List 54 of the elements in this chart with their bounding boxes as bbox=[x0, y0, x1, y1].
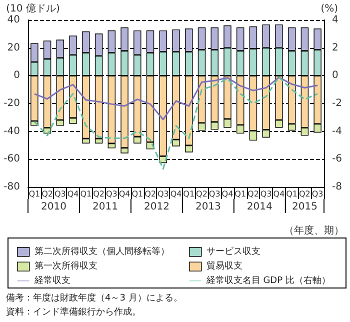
x-tick-label: Q4 bbox=[273, 190, 285, 198]
y-tick-label: 40 bbox=[7, 14, 20, 26]
legend-label: 経常収支 bbox=[33, 274, 70, 286]
x-tick-label: Q1 bbox=[80, 190, 92, 198]
y-tick-label: -40 bbox=[4, 126, 20, 137]
x-tick-label: Q1 bbox=[28, 190, 40, 198]
y-axis-title: (10 億ドル) bbox=[6, 2, 60, 14]
x-tick-label: Q3 bbox=[312, 190, 324, 198]
y2-axis-title: (%) bbox=[320, 4, 338, 14]
x-axis-title: （年度、期） bbox=[284, 224, 344, 236]
x-tick-label: Q4 bbox=[222, 190, 234, 198]
x-tick-label: Q4 bbox=[118, 190, 130, 198]
x-tick-label: Q2 bbox=[196, 190, 208, 198]
text: 2011 bbox=[92, 202, 118, 212]
text: 備考：年度は財政年度（4～3 月）による。 bbox=[6, 292, 182, 304]
x-tick-label: Q1 bbox=[286, 190, 298, 198]
x-tick-label: Q1 bbox=[183, 190, 195, 198]
x-tick-label: Q4 bbox=[170, 190, 182, 198]
x-tick-label: Q3 bbox=[208, 190, 220, 198]
text: 2012 bbox=[144, 202, 170, 212]
text: 2013 bbox=[195, 202, 221, 212]
y2-tick-label: -6 bbox=[332, 154, 342, 165]
legend-label: サービス収支 bbox=[206, 246, 260, 257]
x-tick-label: Q2 bbox=[144, 190, 156, 198]
x-tick-label: Q3 bbox=[260, 190, 272, 198]
y-tick-label: -20 bbox=[4, 98, 20, 109]
x-tick-label: Q3 bbox=[157, 190, 169, 198]
text: 資料：インド準備銀行から作成。 bbox=[6, 306, 141, 318]
text: 2015 bbox=[292, 202, 318, 212]
legend-label: 第二次所得収支（個人間移転等） bbox=[34, 246, 170, 257]
x-tick-label: Q1 bbox=[132, 190, 144, 198]
y2-tick-label: -2 bbox=[332, 98, 342, 109]
text: 2010 bbox=[41, 202, 66, 212]
y2-tick-label: -4 bbox=[332, 126, 342, 137]
x-tick-label: Q3 bbox=[106, 190, 118, 198]
y-tick-label: 20 bbox=[7, 42, 20, 54]
y2-tick-label: 4 bbox=[332, 14, 338, 26]
x-tick-label: Q2 bbox=[299, 190, 310, 198]
legend-label: 経常収支名目 GDP 比（右軸） bbox=[205, 274, 330, 286]
legend-label: 第一次所得収支 bbox=[34, 260, 98, 272]
y2-tick-label: -8 bbox=[332, 182, 342, 192]
x-tick-label: Q4 bbox=[67, 190, 79, 198]
y-tick-label: -60 bbox=[4, 154, 20, 165]
text: 2014 bbox=[246, 202, 272, 212]
x-tick-label: Q2 bbox=[248, 190, 259, 198]
x-tick-label: Q2 bbox=[42, 190, 53, 198]
x-tick-label: Q2 bbox=[93, 190, 104, 198]
y2-tick-label: 0 bbox=[332, 70, 338, 82]
y-tick-label: -80 bbox=[4, 182, 20, 192]
x-tick-label: Q3 bbox=[54, 190, 66, 198]
x-tick-label: Q1 bbox=[234, 190, 246, 198]
y-tick-label: 0 bbox=[14, 70, 20, 82]
y2-tick-label: 2 bbox=[332, 42, 338, 54]
legend-label: 貿易収支 bbox=[206, 260, 242, 272]
